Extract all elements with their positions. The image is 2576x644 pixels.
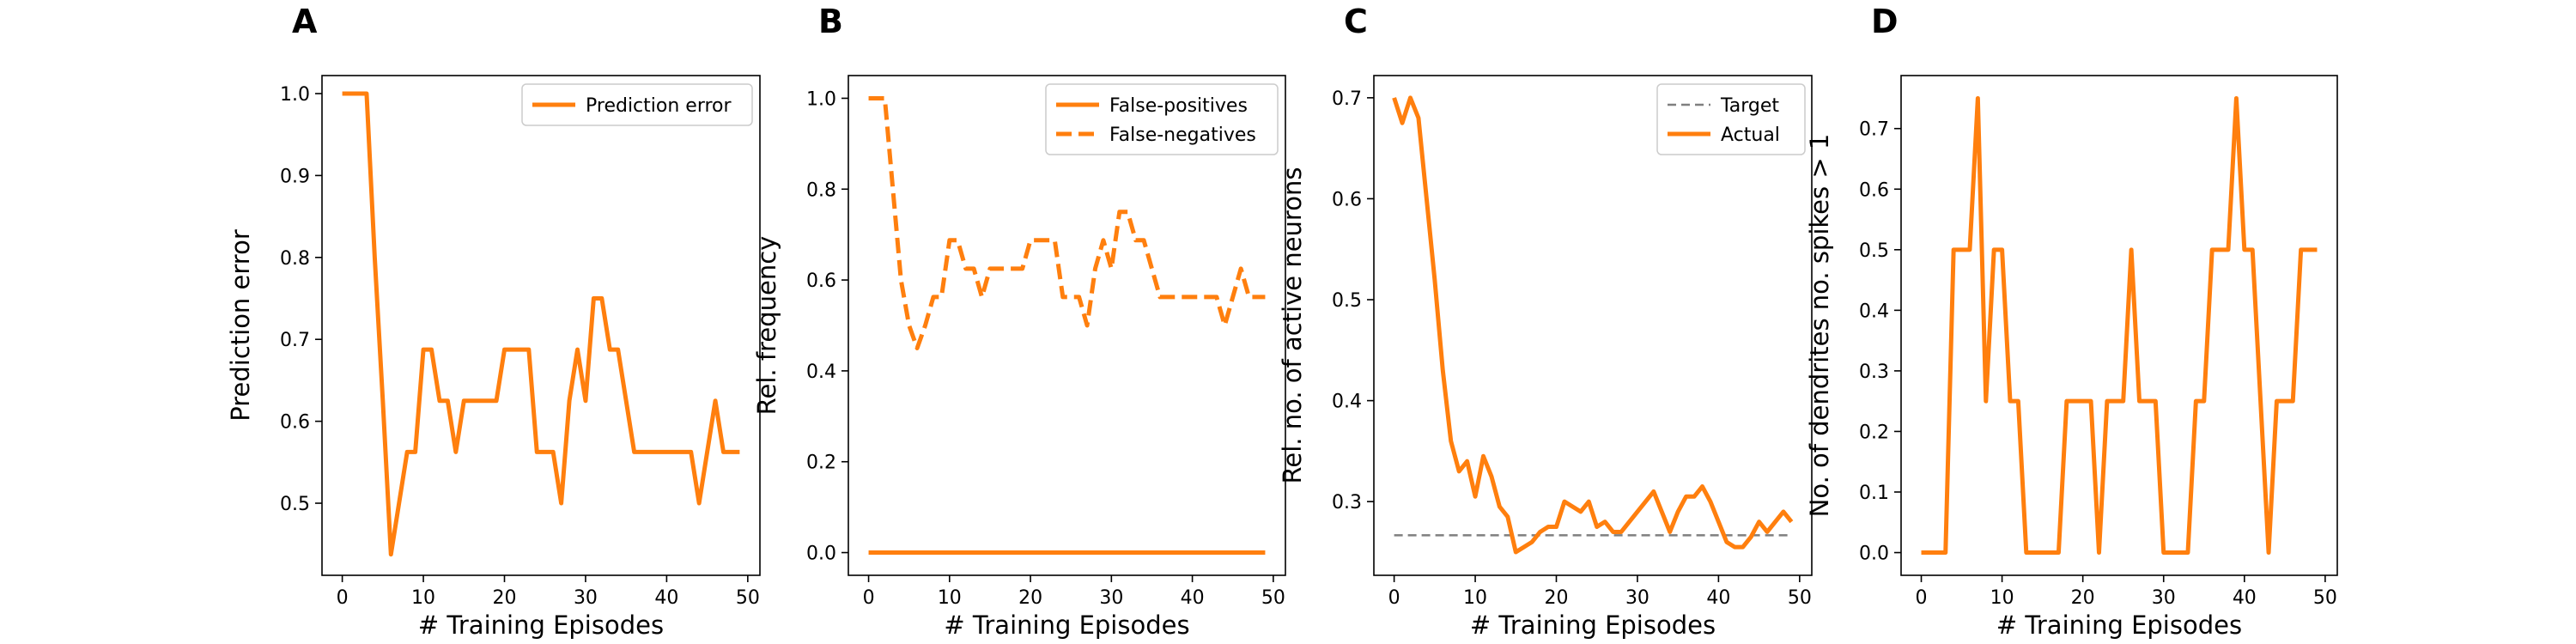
y-tick-label: 0.2 bbox=[806, 453, 836, 474]
legend-label: Prediction error bbox=[586, 95, 732, 117]
x-tick-label: 0 bbox=[1916, 587, 1928, 609]
x-tick-label: 40 bbox=[1706, 587, 1730, 609]
panel-b: B 0 10 20 30 40 50 0.0 0.2 0.4 0.6 0.8 1.0 # Training… bbox=[752, 3, 1286, 640]
plot-frame bbox=[1373, 75, 1813, 576]
series-line-prediction-error bbox=[342, 91, 740, 557]
x-tick-label: 0 bbox=[863, 587, 875, 609]
y-tick-label: 0.1 bbox=[1859, 483, 1889, 504]
y-tick-label: 0.3 bbox=[1332, 492, 1362, 513]
series-line-false-negatives bbox=[868, 95, 1266, 350]
y-axis-label: Prediction error bbox=[226, 229, 255, 422]
y-tick-label: 0.4 bbox=[1332, 392, 1362, 413]
x-tick-label: 50 bbox=[1261, 587, 1285, 609]
x-tick-label: 40 bbox=[654, 587, 678, 609]
x-tick-label: 50 bbox=[736, 587, 760, 609]
y-tick-label: 0.4 bbox=[806, 361, 836, 383]
panel-a: A 0 10 20 30 40 50 0.5 0.6 0.7 0.8 0.9 1.0 # Training… bbox=[226, 3, 761, 640]
x-tick-label: 0 bbox=[337, 587, 349, 609]
plot-frame bbox=[848, 75, 1286, 576]
plot-frame bbox=[1900, 75, 2338, 576]
y-axis-label: Rel. frequency bbox=[752, 236, 781, 416]
legend-box bbox=[1656, 83, 1806, 155]
x-axis-label: # Training Episodes bbox=[1996, 611, 2242, 640]
y-tick-label: 0.5 bbox=[280, 494, 310, 515]
panel-letter: D bbox=[1871, 3, 1899, 40]
y-tick-label: 0.6 bbox=[1859, 179, 1889, 201]
y-tick-label: 0.6 bbox=[280, 412, 310, 434]
y-tick-label: 0.6 bbox=[1332, 189, 1362, 210]
legend-label: Target bbox=[1720, 95, 1779, 117]
y-tick-label: 0.6 bbox=[806, 270, 836, 292]
x-tick-label: 30 bbox=[2152, 587, 2176, 609]
x-axis-label: # Training Episodes bbox=[944, 611, 1189, 640]
y-tick-label: 0.4 bbox=[1859, 301, 1889, 322]
x-tick-label: 10 bbox=[938, 587, 962, 609]
y-tick-label: 0.7 bbox=[1859, 119, 1889, 141]
y-tick-label: 0.9 bbox=[280, 166, 310, 187]
y-tick-label: 0.8 bbox=[806, 179, 836, 201]
legend: False-positives False-negatives bbox=[1045, 83, 1279, 155]
panel-d: D 0 10 20 30 40 50 0.0 0.1 0.2 0.3 0.4 0.5 0.6 0.7 # Tr… bbox=[1805, 3, 2338, 640]
x-tick-label: 20 bbox=[2071, 587, 2095, 609]
series-line-actual bbox=[1392, 95, 1794, 555]
x-axis-label: # Training Episodes bbox=[1470, 611, 1716, 640]
legend-label: False-positives bbox=[1109, 95, 1248, 117]
panel-letter: A bbox=[292, 3, 318, 40]
series-line-main bbox=[1921, 95, 2318, 556]
legend: Prediction error bbox=[521, 83, 753, 126]
panel-letter: C bbox=[1344, 3, 1368, 40]
x-tick-label: 40 bbox=[2233, 587, 2257, 609]
y-tick-label: 0.7 bbox=[1332, 88, 1362, 110]
y-tick-label: 1.0 bbox=[280, 84, 310, 106]
x-tick-label: 20 bbox=[1545, 587, 1569, 609]
plot-frame bbox=[321, 75, 761, 576]
x-tick-label: 10 bbox=[1463, 587, 1487, 609]
x-tick-label: 0 bbox=[1388, 587, 1400, 609]
y-tick-label: 0.2 bbox=[1859, 422, 1889, 443]
y-tick-label: 0.0 bbox=[1859, 544, 1889, 565]
x-tick-label: 10 bbox=[411, 587, 435, 609]
y-tick-label: 0.0 bbox=[806, 544, 836, 565]
x-axis-label: # Training Episodes bbox=[418, 611, 664, 640]
x-tick-label: 30 bbox=[1099, 587, 1123, 609]
x-tick-label: 20 bbox=[493, 587, 517, 609]
legend: Target Actual bbox=[1656, 83, 1806, 155]
x-tick-label: 10 bbox=[1990, 587, 2014, 609]
legend-box bbox=[521, 83, 753, 126]
legend-label: Actual bbox=[1721, 125, 1780, 146]
x-tick-label: 50 bbox=[1788, 587, 1812, 609]
x-tick-label: 50 bbox=[2313, 587, 2337, 609]
y-tick-label: 1.0 bbox=[806, 88, 836, 110]
y-tick-label: 0.5 bbox=[1859, 240, 1889, 262]
y-axis-label: Rel. no. of active neurons bbox=[1278, 167, 1307, 484]
x-tick-label: 30 bbox=[1625, 587, 1649, 609]
x-tick-label: 30 bbox=[574, 587, 598, 609]
x-tick-label: 20 bbox=[1018, 587, 1042, 609]
y-tick-label: 0.3 bbox=[1859, 361, 1889, 383]
y-tick-label: 0.5 bbox=[1332, 290, 1362, 312]
legend-box bbox=[1045, 83, 1279, 155]
panel-c: C 0 10 20 30 40 50 0.3 0.4 0.5 0.6 0.7 # Training Ep… bbox=[1278, 3, 1813, 640]
panel-letter: B bbox=[818, 3, 843, 40]
y-axis-label: No. of dendrites no. spikes > 1 bbox=[1805, 134, 1834, 518]
y-tick-label: 0.7 bbox=[280, 330, 310, 351]
legend-label: False-negatives bbox=[1109, 125, 1256, 146]
y-tick-label: 0.8 bbox=[280, 248, 310, 270]
x-tick-label: 40 bbox=[1181, 587, 1205, 609]
